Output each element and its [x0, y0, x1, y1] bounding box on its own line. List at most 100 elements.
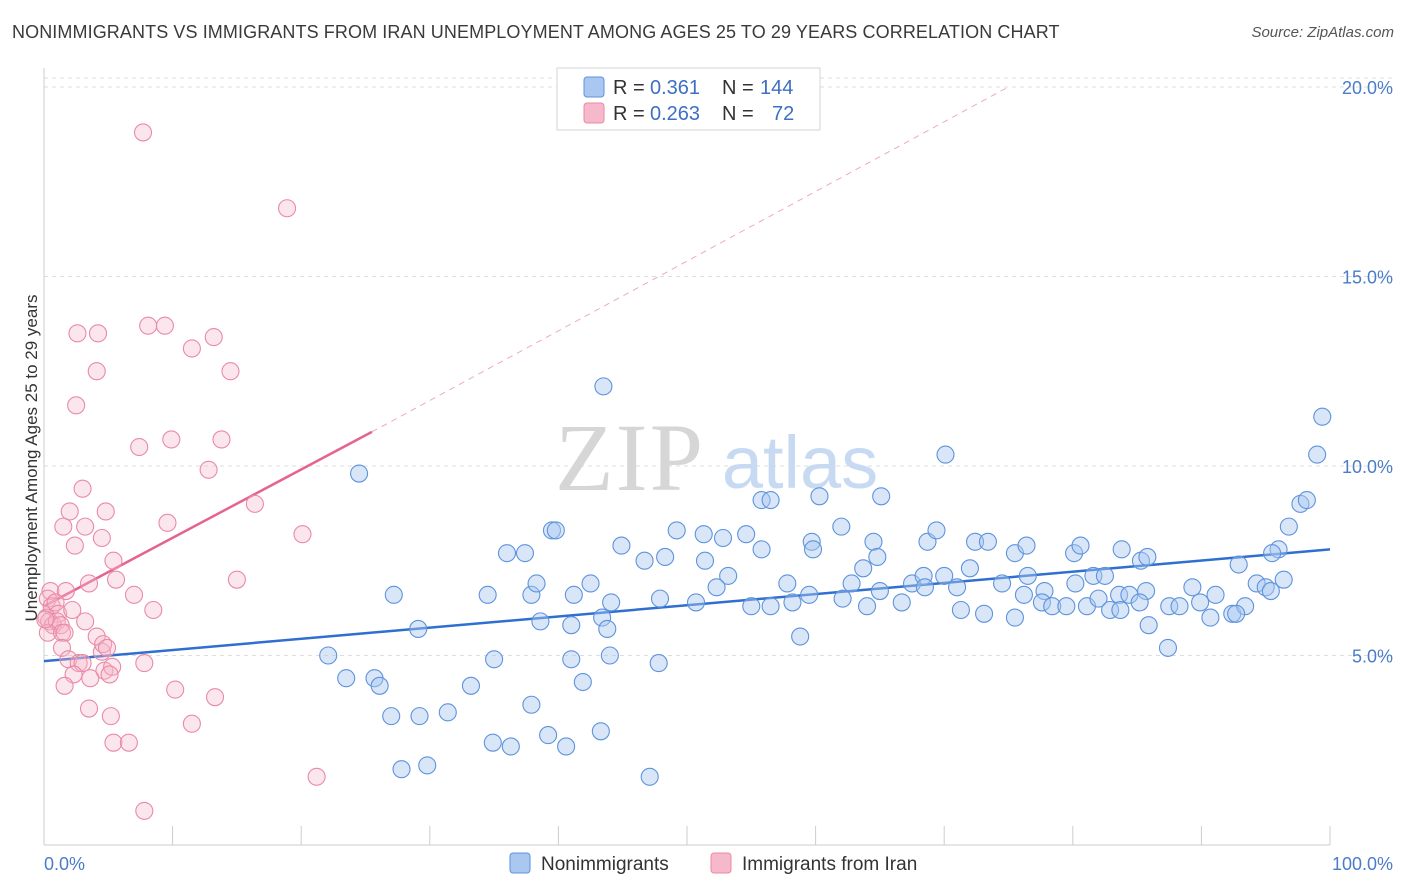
series-legend-label-nonimmigrants: Nonimmigrants: [541, 854, 669, 875]
data-point-nonimmigrants: [1065, 544, 1084, 563]
data-point-immigrants: [100, 665, 119, 684]
data-point-nonimmigrants: [1032, 593, 1051, 612]
data-point-nonimmigrants: [1279, 517, 1298, 536]
data-point-nonimmigrants: [1263, 544, 1282, 563]
data-point-nonimmigrants: [1313, 407, 1332, 426]
data-point-immigrants: [87, 362, 106, 381]
data-point-nonimmigrants: [539, 726, 558, 745]
data-point-immigrants: [104, 733, 123, 752]
data-point-nonimmigrants: [1247, 574, 1266, 593]
data-point-nonimmigrants: [1191, 593, 1210, 612]
data-point-nonimmigrants: [800, 585, 819, 604]
data-point-immigrants: [221, 362, 240, 381]
data-point-immigrants: [199, 460, 218, 479]
data-point-nonimmigrants: [602, 593, 621, 612]
data-point-immigrants: [158, 513, 177, 532]
data-point-nonimmigrants: [1057, 597, 1076, 616]
data-point-immigrants: [81, 669, 100, 688]
data-point-nonimmigrants: [635, 551, 654, 570]
data-point-nonimmigrants: [501, 737, 520, 756]
data-point-nonimmigrants: [1170, 597, 1189, 616]
data-point-immigrants: [162, 430, 181, 449]
data-point-immigrants: [119, 733, 138, 752]
data-point-immigrants: [135, 801, 154, 820]
data-point-nonimmigrants: [581, 574, 600, 593]
data-point-nonimmigrants: [1229, 555, 1248, 574]
data-point-nonimmigrants: [527, 574, 546, 593]
data-point-nonimmigrants: [350, 464, 369, 483]
legend-n-value-1: 144: [760, 77, 793, 99]
data-point-immigrants: [101, 707, 120, 726]
legend-r-value-1: 0.361: [650, 77, 700, 99]
data-point-immigrants: [54, 517, 73, 536]
gridlines: [44, 77, 1392, 656]
data-point-nonimmigrants: [591, 722, 610, 741]
data-point-immigrants: [92, 528, 111, 548]
data-point-nonimmigrants: [872, 487, 891, 506]
data-point-immigrants: [106, 570, 126, 589]
data-point-nonimmigrants: [810, 487, 829, 506]
data-point-immigrants: [68, 324, 87, 343]
data-point-nonimmigrants: [438, 703, 457, 722]
data-point-immigrants: [79, 699, 99, 718]
data-point-immigrants: [278, 199, 297, 218]
data-point-nonimmigrants: [1014, 585, 1033, 604]
data-point-nonimmigrants: [598, 619, 617, 639]
data-point-nonimmigrants: [649, 654, 668, 673]
data-point-immigrants: [245, 494, 264, 513]
data-point-nonimmigrants: [975, 604, 994, 623]
data-point-nonimmigrants: [1297, 491, 1316, 510]
data-point-nonimmigrants: [1308, 445, 1327, 464]
data-point-nonimmigrants: [832, 517, 851, 536]
data-point-immigrants: [182, 714, 201, 733]
data-point-nonimmigrants: [1095, 566, 1114, 585]
data-point-immigrants: [96, 502, 115, 521]
data-point-nonimmigrants: [594, 377, 613, 396]
data-point-nonimmigrants: [1017, 536, 1036, 555]
data-point-nonimmigrants: [1018, 566, 1037, 585]
data-point-nonimmigrants: [461, 676, 481, 695]
data-point-immigrants: [204, 328, 223, 347]
series-immigrants-from-iran: [36, 123, 326, 820]
data-point-nonimmigrants: [319, 646, 338, 665]
data-point-nonimmigrants: [737, 525, 756, 544]
data-point-immigrants: [65, 536, 84, 555]
data-point-nonimmigrants: [557, 737, 576, 756]
data-point-nonimmigrants: [1201, 608, 1220, 627]
data-point-nonimmigrants: [842, 574, 861, 593]
series-legend-swatch-nonimmigrants: [509, 852, 531, 874]
data-point-immigrants: [182, 339, 201, 358]
tick-labels: 5.0% 10.0% 15.0% 20.0% 0.0% 100.0%: [44, 78, 1393, 874]
data-point-nonimmigrants: [927, 521, 946, 540]
watermark-atlas: atlas: [722, 421, 878, 504]
data-point-nonimmigrants: [497, 544, 517, 563]
data-point-immigrants: [63, 600, 82, 620]
data-point-nonimmigrants: [1130, 593, 1149, 612]
data-point-nonimmigrants: [978, 532, 997, 551]
chart-source: Source: ZipAtlas.com: [1251, 24, 1394, 41]
data-point-immigrants: [55, 676, 74, 695]
data-point-nonimmigrants: [1183, 578, 1202, 597]
legend-r-label-2: R =: [613, 103, 645, 125]
trend-lines: [43, 86, 1331, 663]
data-point-immigrants: [88, 324, 108, 343]
data-point-immigrants: [46, 593, 65, 612]
data-point-immigrants: [76, 612, 95, 631]
legend-r-label-1: R =: [613, 77, 645, 99]
data-point-nonimmigrants: [478, 585, 497, 604]
data-point-nonimmigrants: [522, 585, 541, 604]
data-point-nonimmigrants: [694, 525, 713, 544]
data-point-nonimmigrants: [936, 445, 955, 464]
data-point-nonimmigrants: [1071, 536, 1090, 555]
data-point-immigrants: [69, 654, 88, 673]
x-tick-label: 0.0%: [44, 854, 85, 874]
series-legend-label-immigrants: Immigrants from Iran: [742, 854, 917, 875]
trend-line-nonimmigrants: [43, 548, 1331, 663]
data-point-nonimmigrants: [1206, 585, 1225, 604]
legend-n-label-1: N =: [722, 77, 754, 99]
data-point-immigrants: [104, 551, 123, 570]
data-point-nonimmigrants: [1274, 570, 1293, 589]
data-point-nonimmigrants: [593, 608, 612, 627]
data-point-nonimmigrants: [1035, 582, 1054, 601]
